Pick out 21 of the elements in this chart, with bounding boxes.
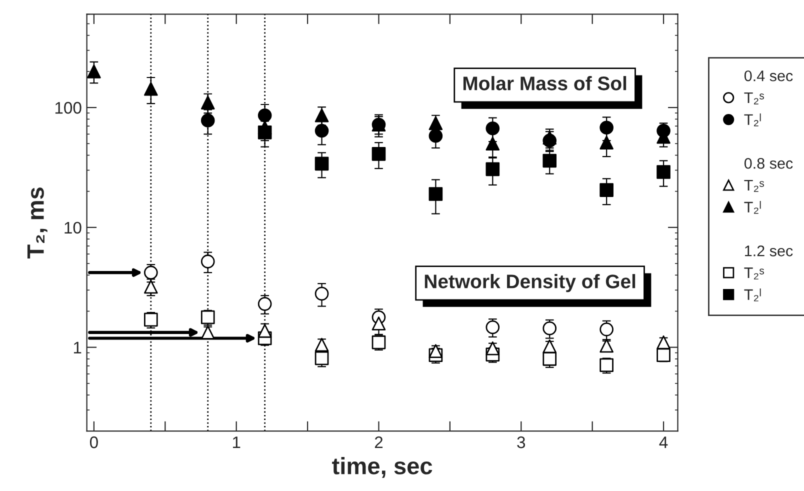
x-tick-label: 0 — [90, 436, 98, 448]
legend-label: T₂ˡ — [744, 113, 761, 126]
text: 0.8 sec — [744, 158, 793, 169]
legend-label: T₂ˡ — [744, 288, 761, 302]
annotation: Molar Mass of Sol — [463, 76, 626, 90]
legend-label: T₂ˢ — [744, 268, 764, 280]
x-axis-title: time, sec — [332, 457, 432, 478]
y-tick-label: 10 — [64, 222, 82, 234]
x-tick-label: 4 — [659, 436, 668, 448]
y-tick-label: 1 — [74, 342, 82, 354]
y-tick-label: 100 — [55, 102, 82, 114]
annotation: Network Density of Gel — [424, 274, 636, 292]
legend-label: T₂ˢ — [744, 180, 764, 192]
legend-label: T₂ˢ — [744, 92, 764, 104]
x-tick-label: 3 — [517, 436, 526, 448]
x-tick-label: 1 — [232, 436, 240, 448]
legend-label: T₂ˡ — [744, 200, 761, 214]
x-tick-label: 2 — [374, 436, 383, 448]
text: 1.2 sec — [745, 246, 793, 256]
y-axis-title: T₂, ms — [27, 188, 48, 258]
text: 0.4 sec — [744, 70, 793, 82]
